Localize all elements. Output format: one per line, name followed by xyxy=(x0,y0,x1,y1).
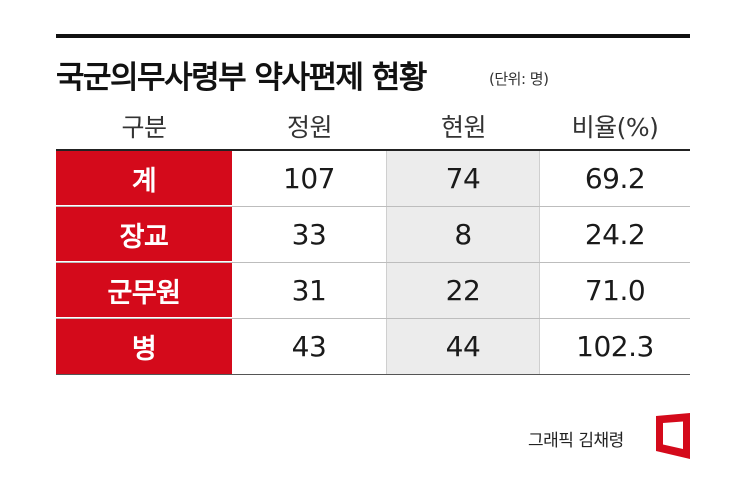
header-authorized: 정원 xyxy=(286,112,333,142)
row-label: 장교 xyxy=(56,207,232,262)
current-value: 22 xyxy=(387,263,540,318)
header-current: 현원 xyxy=(440,112,487,142)
publisher-logo-icon xyxy=(656,413,690,459)
top-rule xyxy=(56,34,690,38)
current-value: 44 xyxy=(387,319,540,374)
ratio-value: 69.2 xyxy=(584,162,646,195)
authorized-value: 107 xyxy=(232,151,387,206)
header-category: 구분 xyxy=(121,112,167,142)
data-table: 구분 정원 현원 비율(%) 계 107 74 69.2 장교 33 8 24.… xyxy=(56,102,690,375)
row-label: 계 xyxy=(56,151,232,206)
table-header-row: 구분 정원 현원 비율(%) xyxy=(56,102,690,151)
current-value: 74 xyxy=(387,151,540,206)
chart-title: 국군의무사령부 약사편제 현황 xyxy=(56,60,427,96)
header-ratio: 비율(%) xyxy=(571,112,659,142)
ratio-value: 24.2 xyxy=(584,218,646,251)
ratio-value: 102.3 xyxy=(576,330,654,363)
current-value: 8 xyxy=(387,207,540,262)
ratio-value: 71.0 xyxy=(584,274,646,307)
authorized-value: 33 xyxy=(232,207,387,262)
table-row: 계 107 74 69.2 xyxy=(56,151,690,207)
table-row: 병 43 44 102.3 xyxy=(56,319,690,375)
unit-note: (단위: 명) xyxy=(489,70,549,88)
row-label: 병 xyxy=(56,319,232,374)
table-row: 장교 33 8 24.2 xyxy=(56,207,690,263)
authorized-value: 43 xyxy=(232,319,387,374)
row-label: 군무원 xyxy=(56,263,232,318)
graphic-credit: 그래픽 김채령 xyxy=(528,431,624,451)
table-row: 군무원 31 22 71.0 xyxy=(56,263,690,319)
authorized-value: 31 xyxy=(232,263,387,318)
